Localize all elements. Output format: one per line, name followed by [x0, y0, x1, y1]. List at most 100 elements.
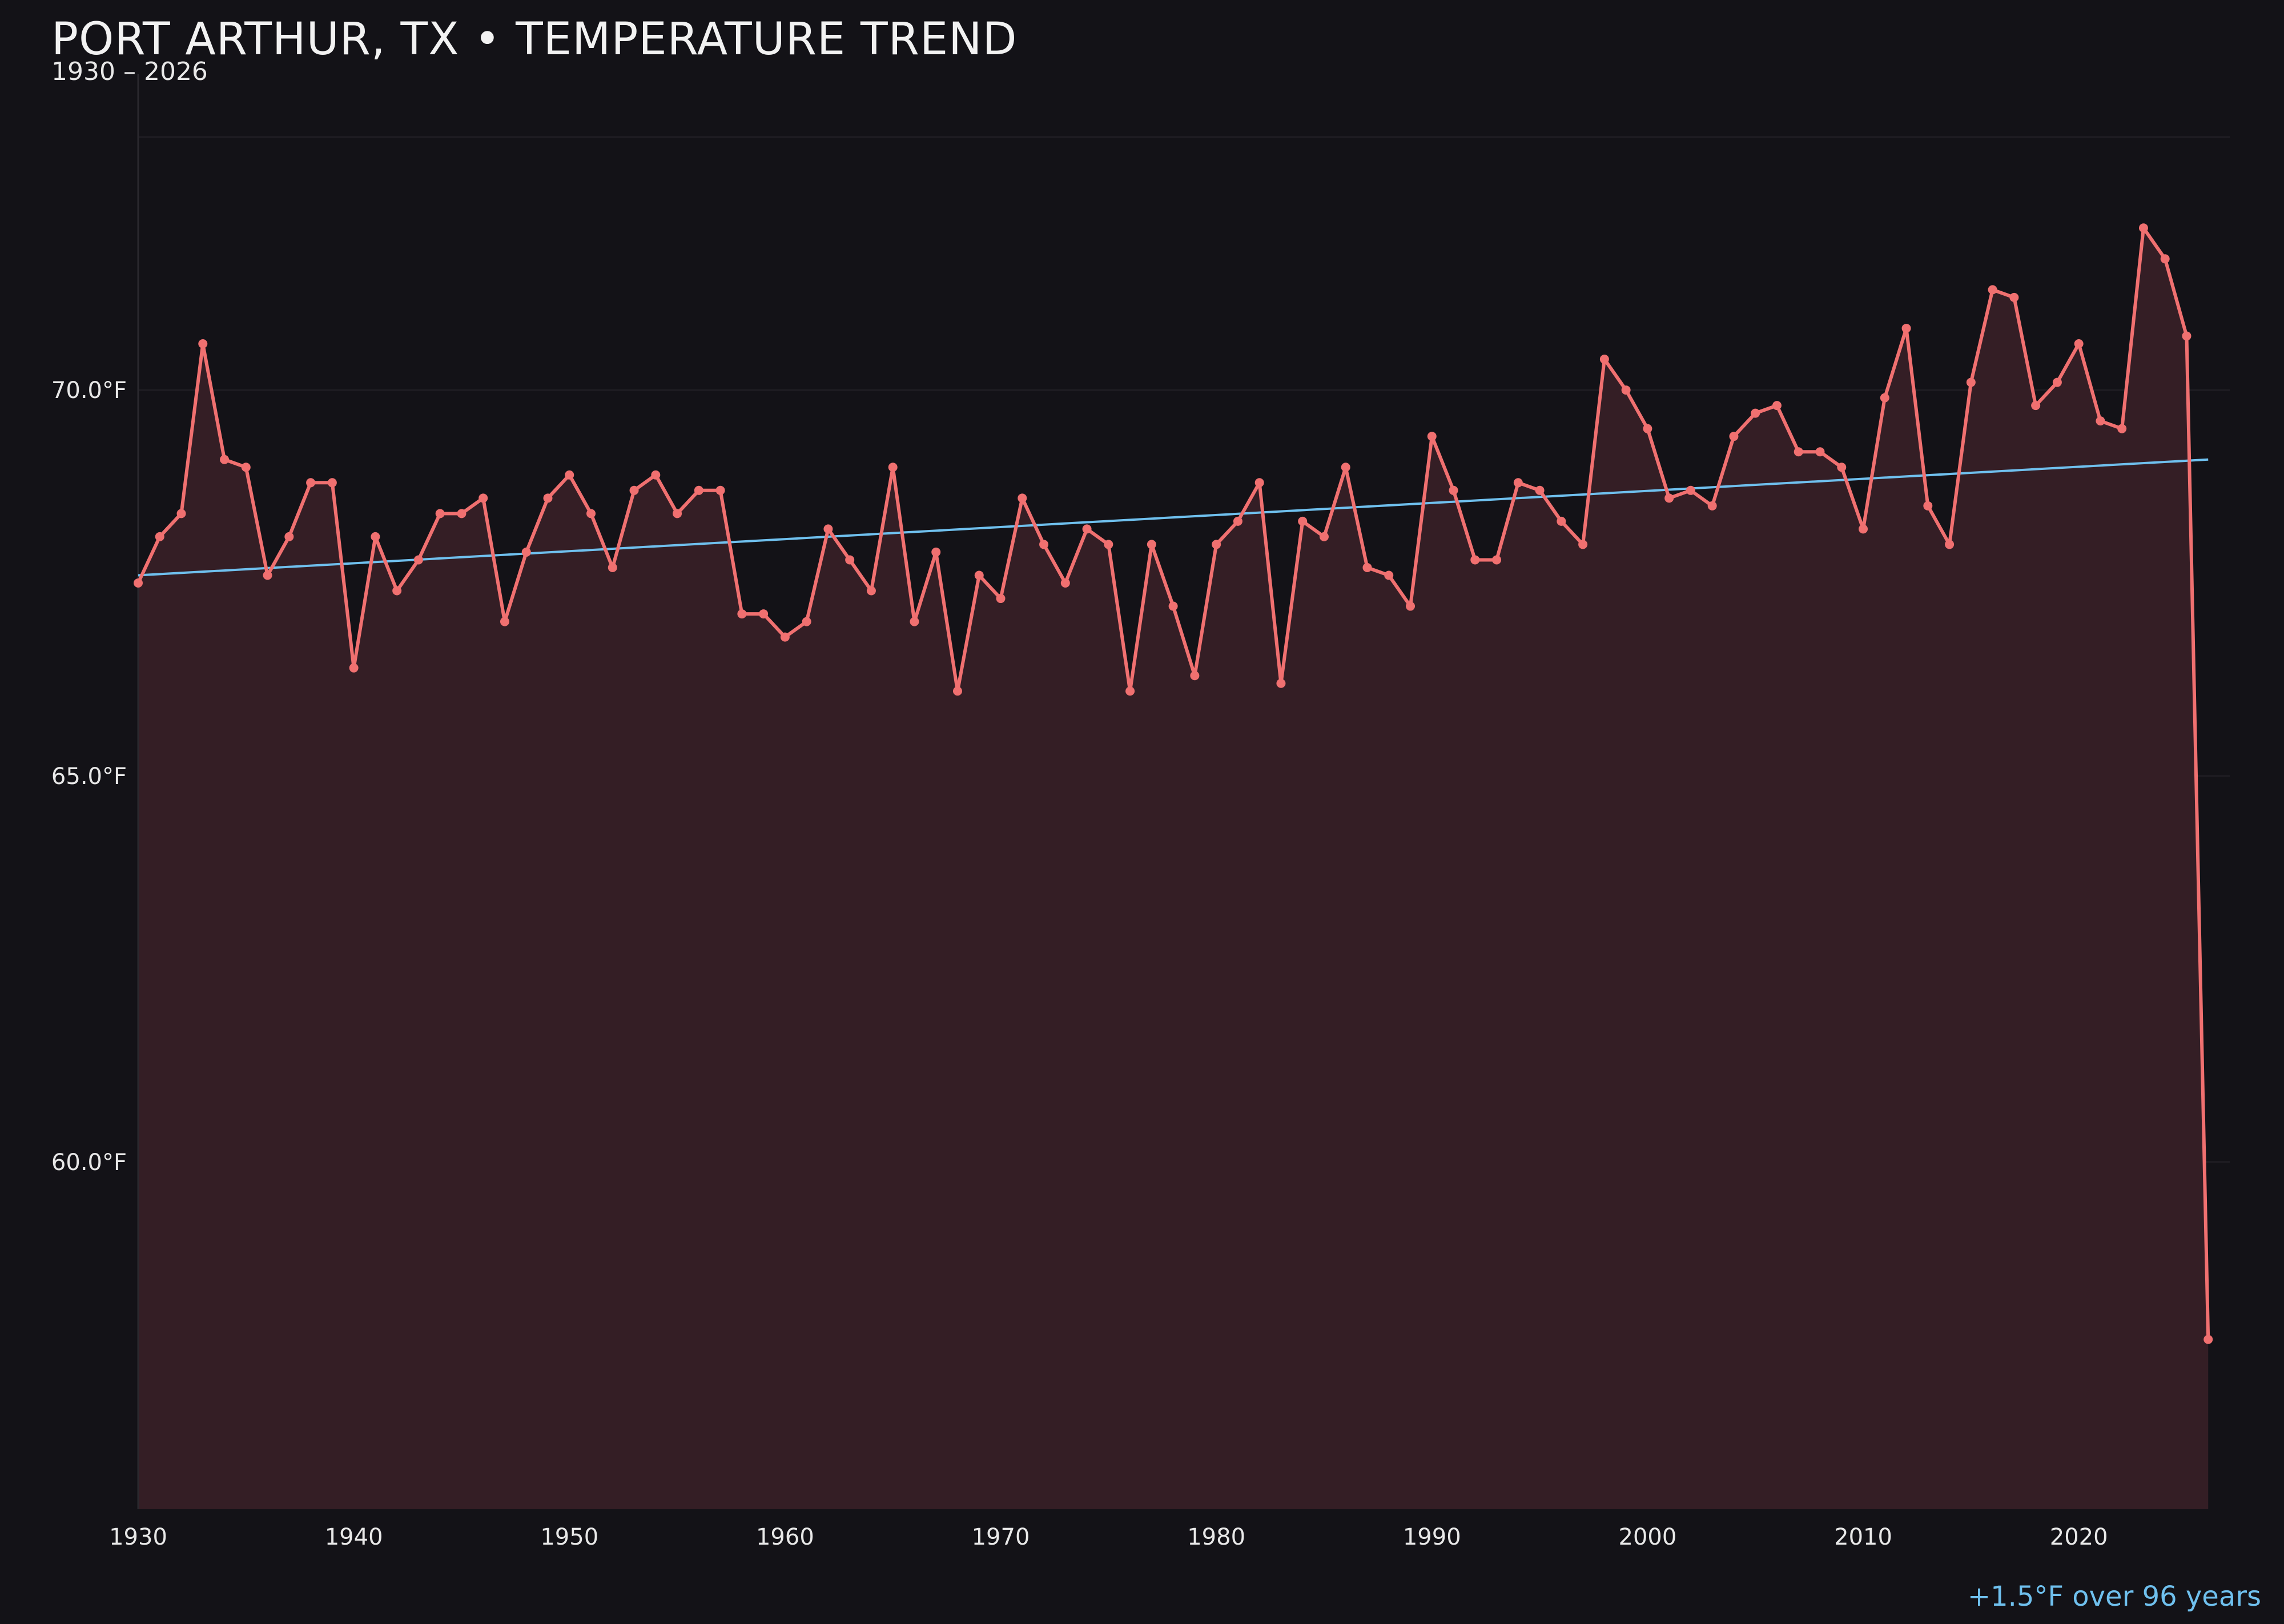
- data-point: [1233, 516, 1242, 526]
- data-point: [780, 632, 790, 642]
- label-layer: 60.0°F 65.0°F 70.0°F 1930 1940 1950 1960 1970 19…: [51, 377, 2108, 1550]
- data-point: [1104, 540, 1113, 549]
- data-point: [1470, 555, 1480, 565]
- data-point: [2074, 339, 2084, 348]
- x-tick-label: 1980: [1187, 1524, 1245, 1550]
- y-tick-label: 65.0°F: [51, 763, 127, 790]
- data-point: [888, 463, 898, 472]
- data-point: [457, 509, 467, 518]
- data-point: [176, 509, 186, 518]
- data-point: [2031, 401, 2041, 411]
- data-point: [1772, 401, 1782, 411]
- data-point: [737, 609, 747, 619]
- point-layer: [134, 223, 2213, 1344]
- data-point: [1125, 686, 1135, 696]
- data-point: [1341, 463, 1350, 472]
- data-point: [1707, 501, 1717, 510]
- data-point: [1686, 485, 1695, 495]
- x-tick-label: 1950: [540, 1524, 598, 1550]
- data-point: [1859, 524, 1868, 534]
- data-point: [1298, 516, 1308, 526]
- data-point: [2009, 292, 2019, 302]
- data-point: [241, 463, 251, 472]
- data-point: [1621, 385, 1631, 395]
- data-point: [823, 524, 833, 534]
- data-point: [866, 586, 876, 596]
- data-point: [931, 547, 941, 557]
- data-point: [2117, 424, 2127, 433]
- data-point: [586, 509, 596, 518]
- x-tick-label: 2000: [1619, 1524, 1677, 1550]
- data-point: [1923, 501, 1933, 510]
- data-point: [1276, 678, 1286, 688]
- data-point: [543, 493, 553, 503]
- data-point: [2096, 416, 2105, 426]
- area-layer: [138, 228, 2209, 1509]
- x-tick-label: 1930: [109, 1524, 167, 1550]
- data-point: [1039, 540, 1049, 549]
- data-point: [1578, 540, 1588, 549]
- data-point: [1513, 478, 1523, 488]
- data-point: [1837, 463, 1847, 472]
- data-point: [1664, 493, 1674, 503]
- data-point: [845, 555, 855, 565]
- x-tick-label: 1960: [756, 1524, 814, 1550]
- data-point: [306, 478, 316, 488]
- data-point: [974, 570, 984, 580]
- data-point: [220, 455, 230, 464]
- data-point: [1190, 671, 1200, 681]
- data-point: [1212, 540, 1221, 549]
- x-tick-label: 2010: [1834, 1524, 1892, 1550]
- data-point: [759, 609, 769, 619]
- data-point: [1427, 432, 1437, 441]
- data-point: [1254, 478, 1264, 488]
- data-point: [1319, 532, 1329, 541]
- data-point: [1988, 285, 1997, 295]
- data-point: [608, 562, 617, 572]
- x-tick-label: 2020: [2050, 1524, 2108, 1550]
- data-point: [802, 617, 811, 626]
- data-point: [349, 663, 359, 673]
- chart-subtitle: 1930 – 2026: [51, 57, 208, 86]
- data-point: [478, 493, 488, 503]
- data-point: [1384, 570, 1394, 580]
- y-tick-label: 60.0°F: [51, 1149, 127, 1176]
- data-point: [198, 339, 208, 348]
- data-point: [1449, 485, 1458, 495]
- data-point: [2052, 377, 2062, 387]
- data-point: [2138, 223, 2148, 233]
- data-point: [1794, 447, 1803, 457]
- data-point: [1901, 323, 1911, 333]
- data-point: [284, 532, 294, 541]
- data-point: [1966, 377, 1976, 387]
- series-area: [138, 228, 2209, 1509]
- data-point: [1168, 601, 1178, 611]
- data-point: [371, 532, 380, 541]
- data-point: [1815, 447, 1825, 457]
- chart-title: PORT ARTHUR, TX • TEMPERATURE TREND: [51, 14, 1018, 65]
- data-point: [1729, 432, 1739, 441]
- data-point: [1945, 540, 1955, 549]
- trend-line: [138, 458, 2209, 577]
- data-point: [413, 555, 423, 565]
- data-point: [996, 594, 1006, 604]
- data-point: [910, 617, 919, 626]
- data-point: [392, 586, 402, 596]
- data-point: [1599, 355, 1609, 364]
- y-tick-label: 70.0°F: [51, 377, 127, 404]
- data-point: [565, 470, 574, 480]
- data-point: [2160, 254, 2170, 264]
- data-point: [155, 532, 164, 541]
- data-point: [1082, 524, 1092, 534]
- data-point: [694, 485, 703, 495]
- data-point: [1535, 485, 1545, 495]
- data-point: [952, 686, 962, 696]
- data-point: [1362, 562, 1372, 572]
- data-point: [263, 570, 272, 580]
- data-point: [521, 547, 531, 557]
- data-point: [1492, 555, 1502, 565]
- data-point: [2203, 1334, 2213, 1344]
- data-point: [629, 485, 639, 495]
- data-point: [1018, 493, 1027, 503]
